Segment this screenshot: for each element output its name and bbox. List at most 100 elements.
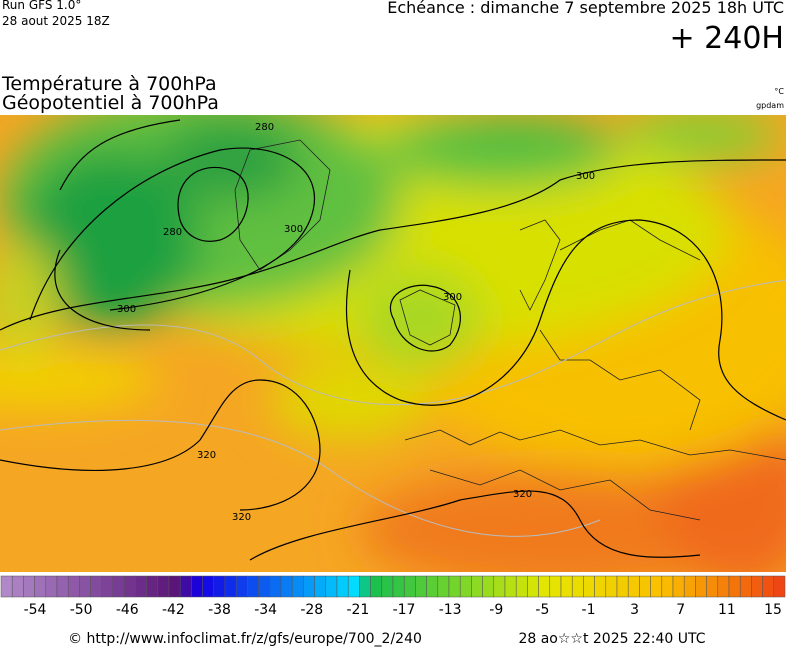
run-label: Run GFS 1.0° [2, 0, 81, 12]
colorbar-swatch [303, 575, 315, 598]
colorbar-swatch [235, 575, 248, 598]
colorbar-swatch [627, 575, 640, 598]
valid-time: Echéance : dimanche 7 septembre 2025 18h… [387, 0, 784, 17]
contour-labels: 280 280 300 300 300 300 320 320 320 [117, 122, 595, 523]
colorbar-label: -42 [162, 602, 185, 618]
colorbar-label: -46 [116, 602, 139, 618]
colorbar: -54 -50 -46 -42 -38 -34 -28 -21 -17 -13 -9 -5 -1 3 7 11… [0, 575, 786, 618]
contour-label: 280 [255, 122, 274, 133]
colorbar-swatch [661, 575, 674, 598]
colorbar-label: 15 [764, 602, 782, 618]
colorbar-label: -50 [70, 602, 93, 618]
colorbar-swatch [90, 575, 103, 598]
colorbar-swatch [762, 575, 775, 598]
colorbar-swatch [168, 575, 181, 598]
map [0, 115, 786, 572]
colorbar-swatch [459, 575, 472, 598]
colorbar-swatch [538, 575, 551, 598]
colorbar-swatch [112, 575, 125, 598]
colorbar-swatch [146, 575, 159, 598]
lead-time: + 240H [670, 21, 785, 56]
footer-url: © http://www.infoclimat.fr/z/gfs/europe/… [68, 631, 422, 647]
colorbar-swatch [751, 575, 763, 598]
colorbar-swatch [594, 575, 607, 598]
colorbar-swatch [202, 575, 215, 598]
colorbar-swatch [650, 575, 663, 598]
colorbar-swatch [135, 575, 147, 598]
colorbar-swatch [695, 575, 707, 598]
colorbar-swatch [415, 575, 427, 598]
colorbar-swatch [426, 575, 439, 598]
colorbar-swatch [717, 575, 730, 598]
colorbar-label: -28 [300, 602, 323, 618]
colorbar-swatch [123, 575, 136, 598]
colorbar-label: -1 [582, 602, 596, 618]
contour-label: 300 [443, 292, 462, 303]
colorbar-swatch [370, 575, 383, 598]
colorbar-swatch [11, 575, 24, 598]
contour-label: 320 [232, 512, 251, 523]
colorbar-label: -54 [24, 602, 47, 618]
colorbar-label: -9 [489, 602, 503, 618]
colorbar-swatch [45, 575, 58, 598]
unit-geopotential: gpdam [756, 101, 784, 110]
colorbar-swatch [347, 575, 360, 598]
run-date: 28 aout 2025 18Z [2, 14, 110, 28]
contour-label: 280 [163, 227, 182, 238]
colorbar-label: -21 [346, 602, 369, 618]
colorbar-swatch [639, 575, 651, 598]
colorbar-swatch [605, 575, 618, 598]
contour-label: 320 [197, 450, 216, 461]
colorbar-swatch [527, 575, 539, 598]
colorbar-swatch [34, 575, 47, 598]
colorbar-swatch [728, 575, 741, 598]
colorbar-swatch [247, 575, 259, 598]
footer-timestamp: 28 ao☆☆t 2025 22:40 UTC [518, 631, 705, 647]
colorbar-swatch [403, 575, 416, 598]
colorbar-label: 7 [676, 602, 685, 618]
colorbar-swatch [191, 575, 203, 598]
colorbar-swatch [583, 575, 595, 598]
colorbar-label: -13 [439, 602, 462, 618]
colorbar-swatch [381, 575, 394, 598]
colorbar-swatch [280, 575, 293, 598]
colorbar-swatch [101, 575, 114, 598]
colorbar-swatch [213, 575, 226, 598]
colorbar-swatch [258, 575, 271, 598]
colorbar-label: 3 [630, 602, 639, 618]
colorbar-swatch [471, 575, 483, 598]
colorbar-swatch [739, 575, 752, 598]
colorbar-swatch [359, 575, 371, 598]
colorbar-swatch [672, 575, 685, 598]
colorbar-swatch [616, 575, 629, 598]
contour-label: 300 [576, 171, 595, 182]
colorbar-swatch [157, 575, 170, 598]
colorbar-label: 11 [718, 602, 736, 618]
colorbar-swatch [23, 575, 35, 598]
colorbar-swatch [392, 575, 405, 598]
colorbar-swatch [515, 575, 528, 598]
colorbar-swatch [504, 575, 517, 598]
field-temperature: Température à 700hPa [1, 73, 217, 95]
colorbar-label: -34 [254, 602, 277, 618]
colorbar-swatch [79, 575, 91, 598]
colorbar-swatch [773, 575, 786, 598]
colorbar-swatch [336, 575, 349, 598]
colorbar-swatch [269, 575, 282, 598]
colorbar-swatch [683, 575, 696, 598]
colorbar-swatch [291, 575, 304, 598]
colorbar-swatch [224, 575, 237, 598]
colorbar-swatch [482, 575, 495, 598]
contour-label: 300 [117, 304, 136, 315]
colorbar-label: -17 [393, 602, 416, 618]
colorbar-swatch [493, 575, 506, 598]
colorbar-swatch [571, 575, 584, 598]
colorbar-swatch [437, 575, 450, 598]
field-geopotential: Géopotentiel à 700hPa [2, 92, 219, 114]
colorbar-swatch [706, 575, 719, 598]
colorbar-label: -38 [208, 602, 231, 618]
colorbar-swatch [56, 575, 69, 598]
colorbar-swatch [179, 575, 192, 598]
